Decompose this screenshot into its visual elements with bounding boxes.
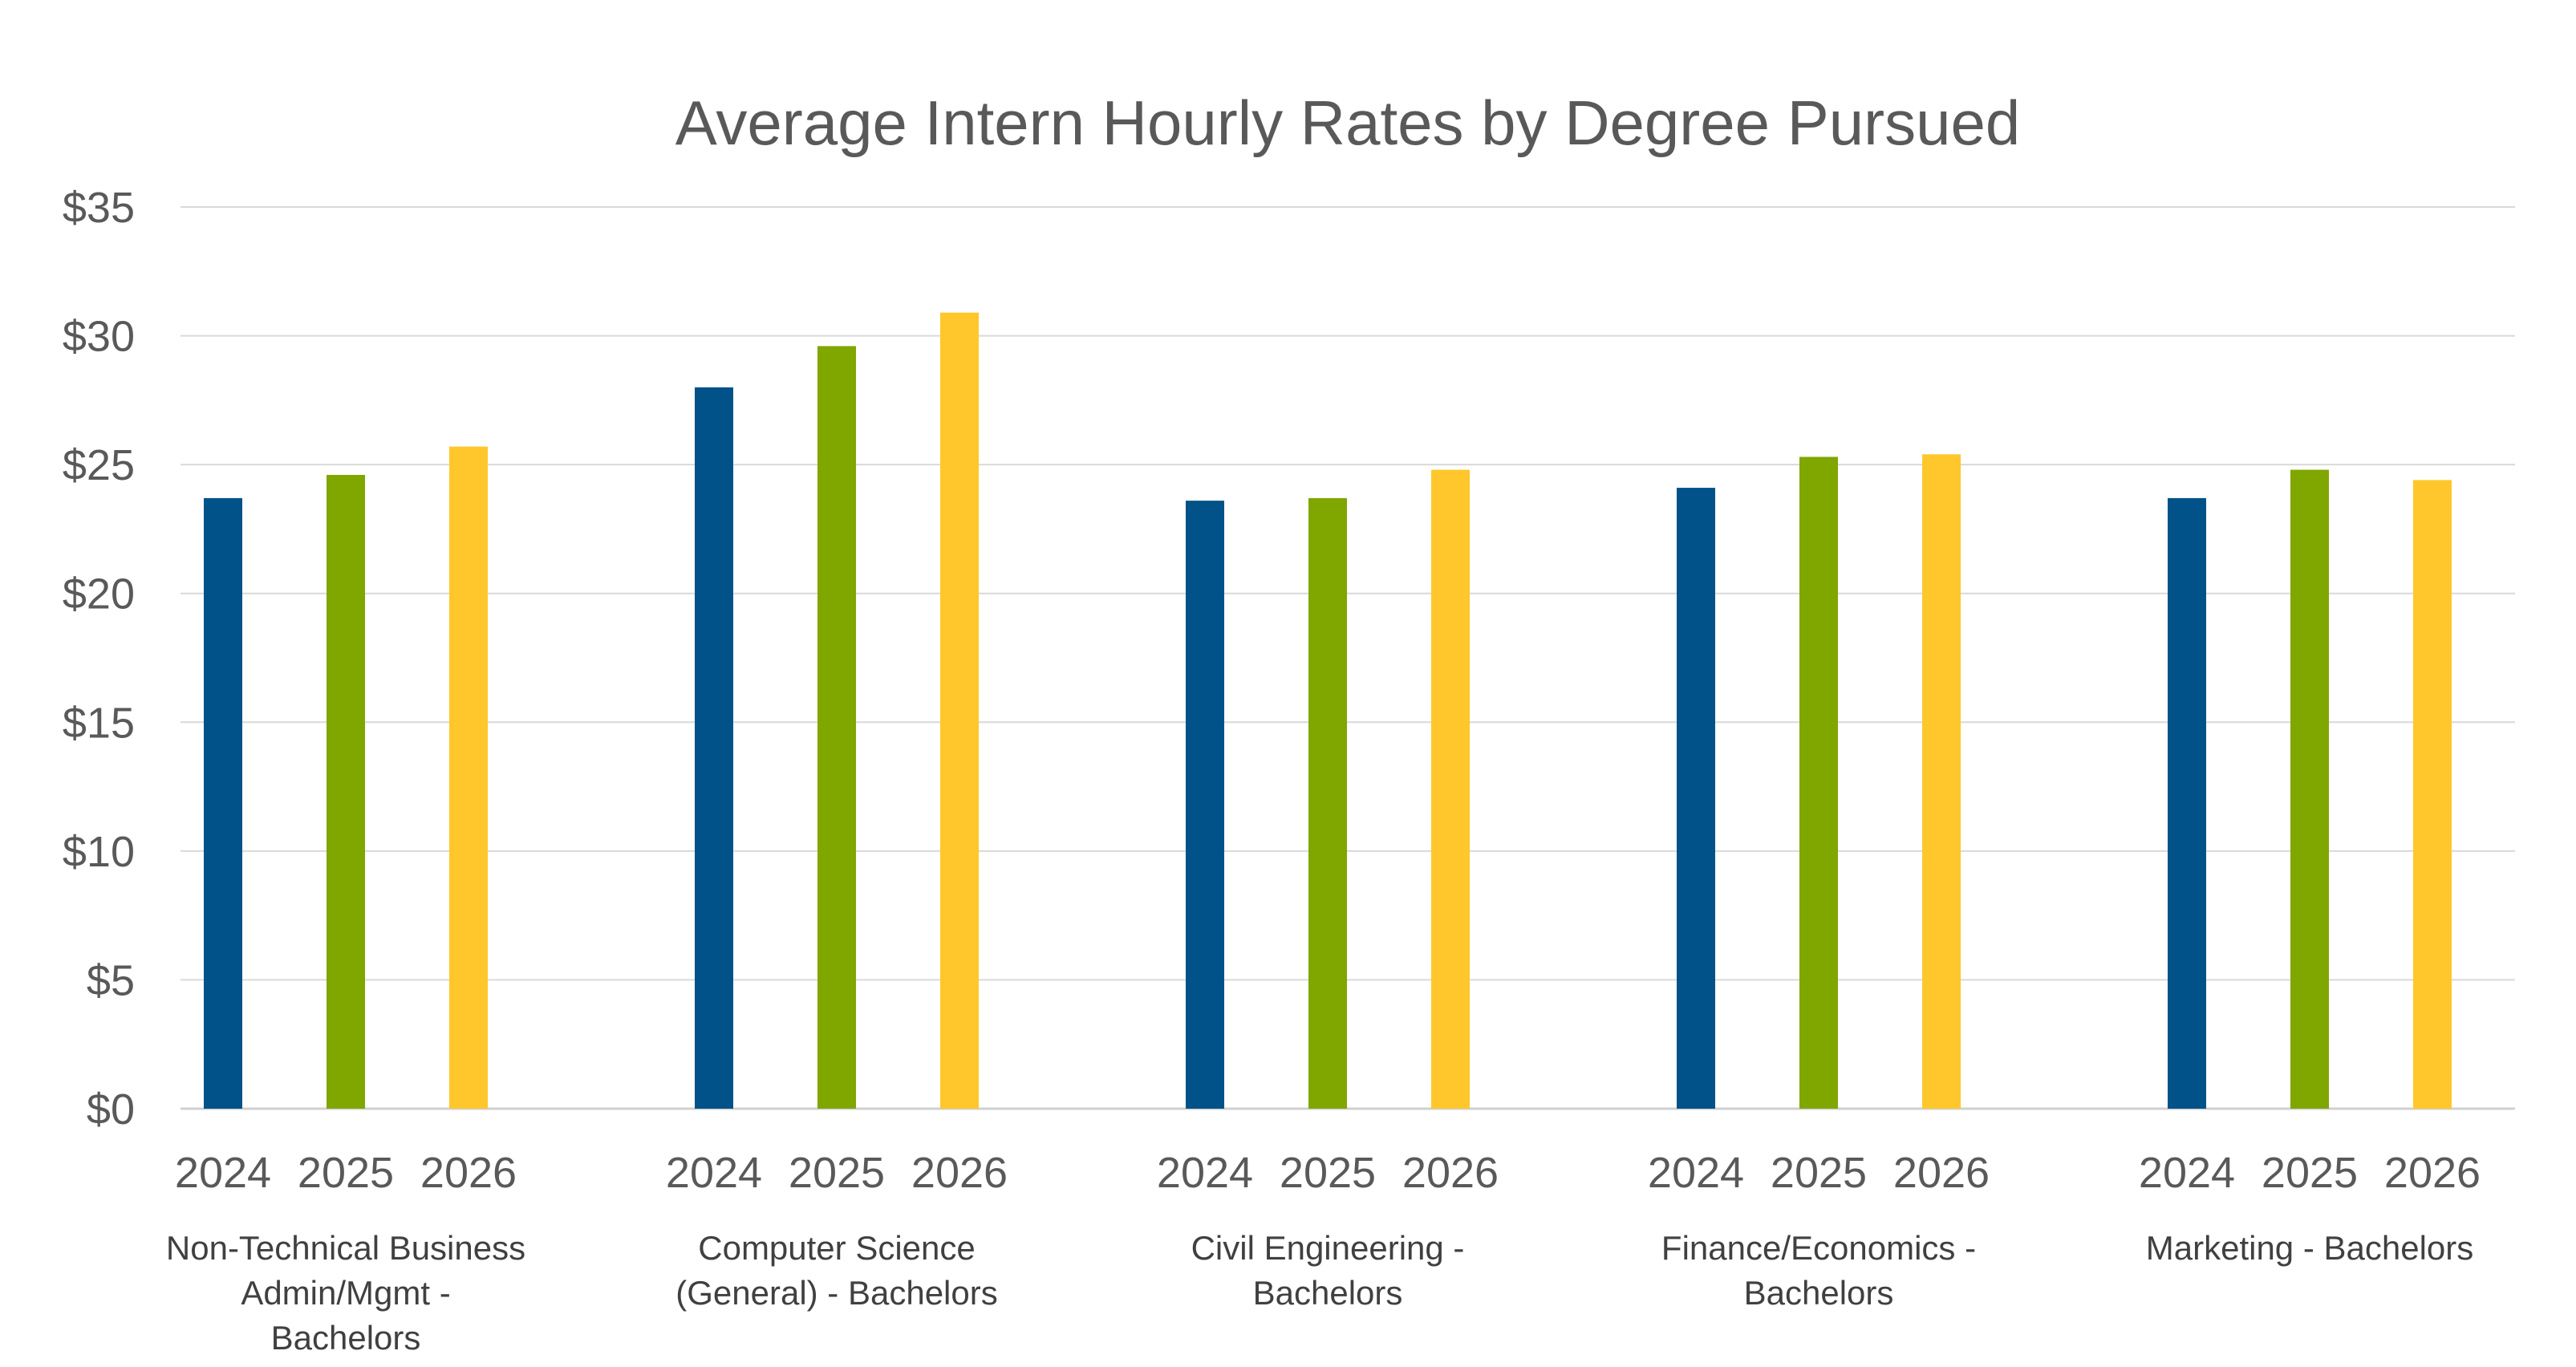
bar-2025: [327, 474, 365, 1109]
bar-2024: [1186, 501, 1224, 1109]
y-tick-label: $10: [63, 828, 135, 876]
y-tick-label: $20: [63, 570, 135, 619]
category-label-line: Civil Engineering -: [1191, 1229, 1465, 1267]
category-label-line: Non-Technical Business: [166, 1229, 525, 1267]
x-tick-year-label: 2026: [1402, 1149, 1499, 1197]
x-axis-category-labels: Non-Technical Business Admin/Mgmt - Bachel…: [166, 1229, 2473, 1357]
y-tick-label: $30: [63, 313, 135, 361]
category-label-line: Admin/Mgmt -: [241, 1274, 450, 1312]
bar-2024: [695, 387, 733, 1109]
category-label-line: Bachelors: [271, 1319, 421, 1357]
category-label-line: (General) - Bachelors: [675, 1274, 997, 1312]
y-tick-label: $15: [63, 699, 135, 747]
bar-2024: [2168, 497, 2206, 1109]
bar-2026: [2413, 480, 2452, 1109]
x-tick-year-label: 2024: [2139, 1149, 2235, 1197]
category-label-line: Marketing - Bachelors: [2146, 1229, 2474, 1267]
x-tick-year-label: 2025: [2262, 1149, 2358, 1197]
x-tick-year-label: 2025: [789, 1149, 885, 1197]
x-tick-year-label: 2024: [666, 1149, 762, 1197]
gridlines: [181, 206, 2515, 1110]
x-tick-year-label: 2024: [1157, 1149, 1253, 1197]
bar-2026: [449, 446, 488, 1109]
x-tick-year-label: 2024: [1648, 1149, 1744, 1197]
bar-2026: [940, 312, 979, 1109]
category-label-line: Bachelors: [1744, 1274, 1894, 1312]
bar-2025: [1799, 456, 1838, 1109]
x-tick-year-label: 2026: [420, 1149, 517, 1197]
category-label-line: Finance/Economics -: [1661, 1229, 1976, 1267]
chart-title: Average Intern Hourly Rates by Degree Pu…: [675, 87, 2020, 158]
y-tick-label: $25: [63, 441, 135, 489]
bar-2026: [1922, 454, 1961, 1109]
y-axis-tick-labels: $0 $5 $10 $15 $20 $25 $30 $35: [63, 184, 135, 1134]
y-tick-label: $35: [63, 184, 135, 232]
x-tick-year-label: 2026: [911, 1149, 1008, 1197]
x-tick-year-label: 2025: [1771, 1149, 1867, 1197]
x-tick-year-label: 2024: [175, 1149, 271, 1197]
bar-2026: [1431, 469, 1470, 1109]
bar-2025: [1308, 497, 1347, 1109]
x-tick-year-label: 2026: [2384, 1149, 2481, 1197]
x-tick-year-label: 2026: [1893, 1149, 1990, 1197]
y-tick-label: $0: [87, 1085, 135, 1134]
x-axis-year-labels: 2024 2025 2026 2024 2025 2026 2024 2025 2026 2024…: [175, 1149, 2481, 1197]
y-tick-label: $5: [87, 956, 135, 1004]
bar-2025: [817, 346, 856, 1109]
x-tick-year-label: 2025: [298, 1149, 394, 1197]
x-tick-year-label: 2025: [1280, 1149, 1376, 1197]
category-label-line: Computer Science: [698, 1229, 976, 1267]
bars: [204, 312, 2452, 1109]
bar-2025: [2290, 469, 2329, 1109]
category-label-line: Bachelors: [1253, 1274, 1403, 1312]
bar-2024: [204, 497, 242, 1109]
bar-2024: [1677, 488, 1715, 1109]
